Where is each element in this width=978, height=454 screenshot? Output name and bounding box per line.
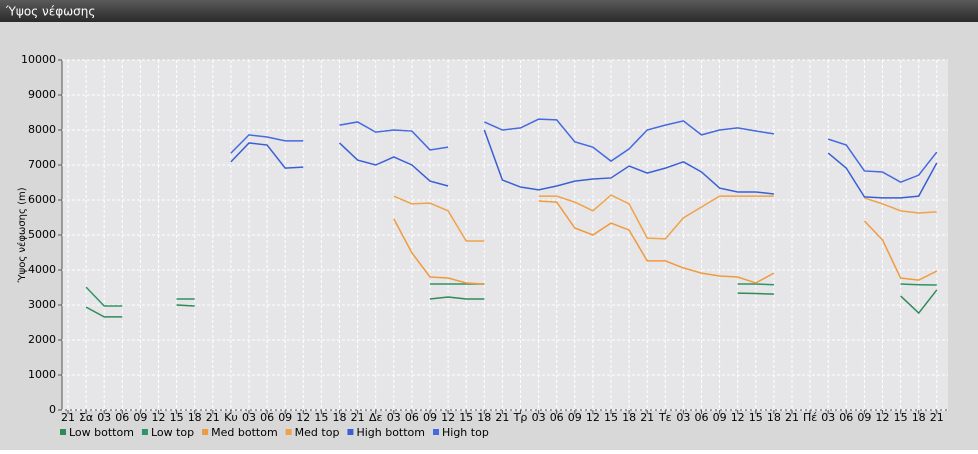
legend-swatch: [60, 429, 66, 435]
x-tick-label: 03: [242, 411, 256, 424]
x-tick-label: 18: [477, 411, 491, 424]
y-tick-label: 8000: [28, 123, 56, 136]
x-tick-label: 12: [152, 411, 166, 424]
legend-swatch: [347, 429, 354, 435]
y-tick-label: 3000: [28, 298, 56, 311]
x-tick-label: 06: [115, 411, 129, 424]
x-tick-label: 21: [930, 411, 944, 424]
x-tick-label: 03: [676, 411, 690, 424]
x-tick-label: 12: [586, 411, 600, 424]
y-tick-label: 2000: [28, 333, 56, 346]
title-bar: [0, 0, 978, 22]
x-tick-label: 21: [785, 411, 799, 424]
x-tick-label: 06: [695, 411, 709, 424]
x-tick-label: 18: [188, 411, 202, 424]
x-tick-label: Δε: [369, 411, 383, 424]
legend-label: High bottom: [356, 426, 425, 439]
x-tick-label: 06: [405, 411, 419, 424]
y-axis-label: Ύψος νέφωσης (m): [16, 187, 28, 283]
legend-swatch: [141, 429, 148, 435]
x-tick-label: Τρ: [513, 411, 528, 424]
x-tick-label: 06: [550, 411, 564, 424]
series-line: [393, 194, 937, 242]
x-tick-label: 21: [640, 411, 654, 424]
x-tick-label: 12: [441, 411, 455, 424]
x-tick-label: 12: [876, 411, 890, 424]
x-tick-label: 12: [731, 411, 745, 424]
x-tick-label: Πέ: [803, 411, 817, 424]
y-tick-label: 4000: [28, 263, 56, 276]
x-tick-label: 06: [839, 411, 853, 424]
x-tick-label: 09: [568, 411, 582, 424]
x-tick-label: 03: [387, 411, 401, 424]
x-tick-label: 21: [351, 411, 365, 424]
legend-label: High top: [442, 426, 489, 439]
x-tick-label: 15: [894, 411, 908, 424]
series-line: [85, 289, 938, 318]
x-tick-label: Τε: [658, 411, 672, 424]
series-line: [393, 200, 938, 285]
x-tick-label: 21: [495, 411, 509, 424]
x-tick-label: 15: [749, 411, 763, 424]
x-tick-label: 09: [857, 411, 871, 424]
series-line: [85, 283, 937, 307]
y-tick-label: 6000: [28, 193, 56, 206]
x-tick-label: 03: [532, 411, 546, 424]
legend-label: Med top: [295, 426, 340, 439]
y-tick-label: 5000: [28, 228, 56, 241]
y-tick-label: 0: [49, 403, 56, 416]
x-tick-label: 18: [912, 411, 926, 424]
window-title: Ύψος νέφωσης: [5, 5, 95, 19]
series-line: [230, 129, 938, 199]
x-tick-label: 18: [767, 411, 781, 424]
legend-swatch: [285, 429, 292, 435]
x-tick-label: 15: [604, 411, 618, 424]
x-tick-label: 15: [459, 411, 473, 424]
y-tick-label: 1000: [28, 368, 56, 381]
x-tick-label: Κυ: [224, 411, 238, 424]
x-tick-label: 18: [622, 411, 636, 424]
y-tick-label: 10000: [21, 53, 56, 66]
legend-label: Med bottom: [211, 426, 278, 439]
x-tick-label: 09: [278, 411, 292, 424]
x-tick-label: 18: [333, 411, 347, 424]
x-tick-label: 12: [296, 411, 310, 424]
legend-swatch: [433, 429, 439, 435]
y-tick-label: 9000: [28, 88, 56, 101]
x-tick-label: 09: [713, 411, 727, 424]
x-tick-label: 09: [423, 411, 437, 424]
x-tick-label: 03: [821, 411, 835, 424]
x-tick-label: 21: [206, 411, 220, 424]
legend-label: Low top: [151, 426, 194, 439]
x-tick-label: 09: [133, 411, 147, 424]
legend-label: Low bottom: [69, 426, 134, 439]
y-tick-label: 7000: [28, 158, 56, 171]
legend-swatch: [202, 429, 209, 435]
series-line: [230, 118, 938, 183]
x-tick-label: Σα: [79, 411, 93, 424]
x-tick-label: 15: [170, 411, 184, 424]
x-tick-label: 21: [61, 411, 75, 424]
x-tick-label: 15: [314, 411, 328, 424]
x-tick-label: 06: [260, 411, 274, 424]
x-tick-label: 03: [97, 411, 111, 424]
